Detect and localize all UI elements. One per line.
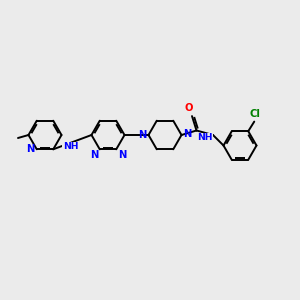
Text: N: N [118, 150, 126, 160]
Text: N: N [138, 130, 146, 140]
Text: NH: NH [197, 133, 212, 142]
Text: Cl: Cl [249, 109, 260, 118]
Text: N: N [90, 150, 98, 160]
Text: O: O [185, 103, 193, 113]
Text: N: N [184, 129, 192, 139]
Text: NH: NH [63, 142, 79, 152]
Text: N: N [26, 144, 34, 154]
